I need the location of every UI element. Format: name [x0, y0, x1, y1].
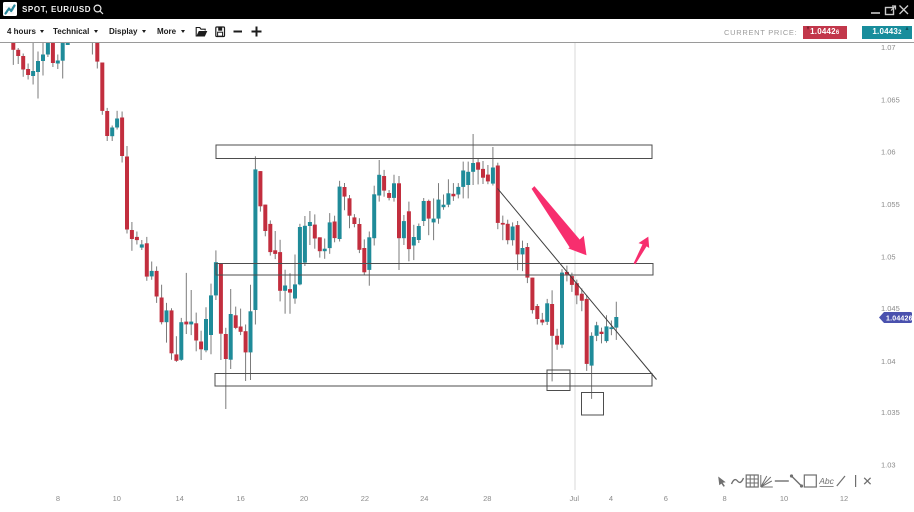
- svg-text:1.07: 1.07: [881, 43, 896, 52]
- svg-text:6: 6: [664, 494, 668, 503]
- svg-text:24: 24: [420, 494, 428, 503]
- svg-text:10: 10: [113, 494, 121, 503]
- svg-text:8: 8: [723, 494, 727, 503]
- svg-text:4: 4: [609, 494, 613, 503]
- svg-text:1.055: 1.055: [881, 200, 900, 209]
- svg-text:1.03: 1.03: [881, 461, 896, 470]
- svg-text:12: 12: [840, 494, 848, 503]
- svg-text:1.035: 1.035: [881, 408, 900, 417]
- svg-text:8: 8: [56, 494, 60, 503]
- svg-text:16: 16: [236, 494, 244, 503]
- svg-text:Jul: Jul: [570, 494, 580, 503]
- svg-text:22: 22: [361, 494, 369, 503]
- svg-text:1.05: 1.05: [881, 253, 896, 262]
- svg-text:1.06: 1.06: [881, 148, 896, 157]
- svg-text:1.065: 1.065: [881, 96, 900, 105]
- svg-text:14: 14: [176, 494, 184, 503]
- svg-text:10: 10: [780, 494, 788, 503]
- svg-text:20: 20: [300, 494, 308, 503]
- svg-text:1.04: 1.04: [881, 357, 896, 366]
- svg-text:28: 28: [483, 494, 491, 503]
- svg-text:Abc: Abc: [818, 476, 834, 486]
- svg-text:1.045: 1.045: [881, 304, 900, 313]
- svg-text:1.04426: 1.04426: [886, 315, 913, 322]
